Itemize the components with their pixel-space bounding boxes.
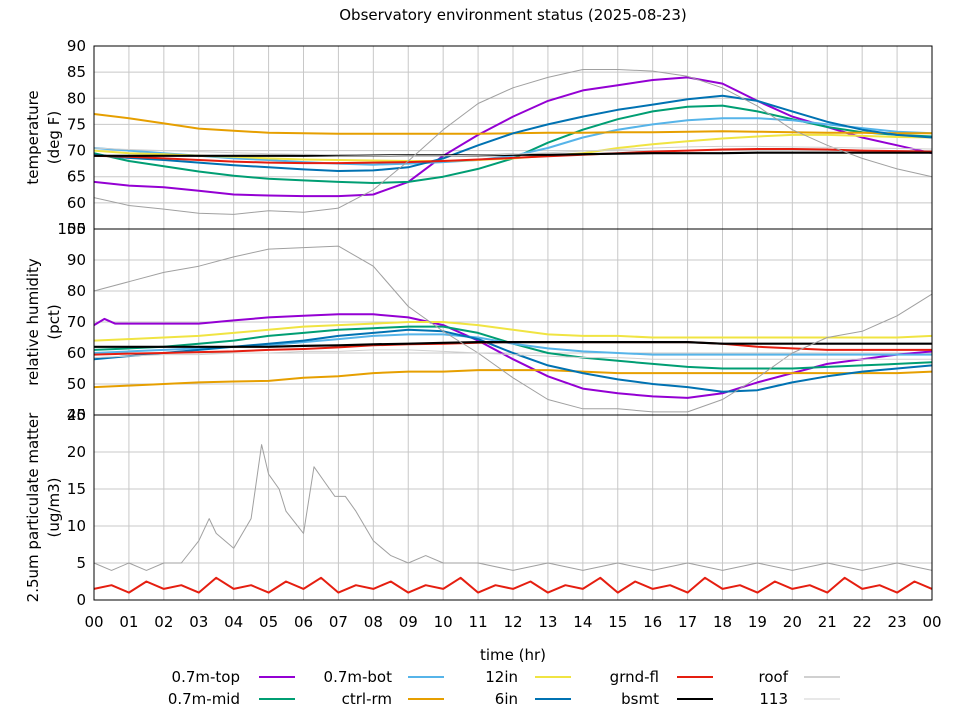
legend-item-ctrl-rm: ctrl-rm: [342, 690, 444, 708]
legend: 0.7m-top 0.7m-mid 0.7m-bot ctrl-rm 12in 6in gr…: [168, 668, 840, 708]
legend-item-roof: roof: [759, 668, 840, 686]
x-tick-label: 20: [783, 613, 802, 631]
panel-3-y-axis-label: 2.5um particulate matter (ug/m3): [24, 412, 63, 602]
panel-1-series-6in: [93, 94, 933, 172]
x-axis-label: time (hr): [480, 646, 546, 664]
panel-3-y-tick-label: 5: [76, 554, 86, 572]
legend-item-12in: 12in: [485, 668, 571, 686]
panel-2-y-tick-label: 100: [57, 220, 86, 238]
y-axis-label-line: 2.5um particulate matter: [24, 412, 42, 602]
panel-2-y-tick-label: 60: [67, 344, 86, 362]
panel-2-series-bsmt: [94, 341, 932, 348]
panel-3-frame: [93, 414, 933, 601]
panel-3-y-tick-label: 15: [67, 480, 86, 498]
panel-1-series-0-7m-top: [93, 76, 933, 198]
panel-1-y-tick-label: 85: [67, 63, 86, 81]
y-axis-label-line: relative humidity: [24, 258, 42, 386]
legend-label: bsmt: [621, 690, 659, 708]
legend-item-113: 113: [759, 690, 840, 708]
legend-item-grnd-fl: grnd-fl: [610, 668, 713, 686]
panel-3-y-tick-label: 10: [67, 517, 86, 535]
legend-label: 0.7m-mid: [168, 690, 240, 708]
panel-1-series-113: [93, 145, 933, 157]
panel-2-y-tick-label: 40: [67, 406, 86, 424]
y-axis-label-line: (ug/m3): [45, 478, 63, 538]
panel-2-y-tick-label: 70: [67, 313, 86, 331]
panel-2-series-ctrl-rm: [93, 369, 933, 389]
x-tick-label: 18: [713, 613, 732, 631]
panel-2-series-113: [93, 349, 932, 360]
x-tick-label: 06: [294, 613, 313, 631]
panel-2-series-12in: [93, 321, 933, 342]
panel-2-y-tick-label: 50: [67, 375, 86, 393]
x-tick-label: 22: [853, 613, 872, 631]
x-tick-label: 14: [573, 613, 592, 631]
legend-label: 113: [759, 690, 788, 708]
x-tick-label: 21: [818, 613, 837, 631]
panel-2-series-0-7m-top: [93, 313, 933, 399]
panel-1-y-tick-label: 65: [67, 168, 86, 186]
panel-3-series-grnd-fl: [93, 576, 933, 594]
x-tick-label: 05: [259, 613, 278, 631]
panel-3-series-roof: [93, 444, 933, 571]
x-tick-label: 10: [434, 613, 453, 631]
legend-item-0-7m-mid: 0.7m-mid: [168, 690, 295, 708]
legend-item-0-7m-top: 0.7m-top: [172, 668, 295, 686]
legend-label: ctrl-rm: [342, 690, 392, 708]
x-tick-label: 01: [119, 613, 138, 631]
panel-1-y-tick-label: 70: [67, 142, 86, 160]
legend-item-bsmt: bsmt: [621, 690, 713, 708]
panel-1-y-tick-label: 80: [67, 89, 86, 107]
panel-1-y-tick-label: 90: [67, 37, 86, 55]
y-axis-label-line: temperature: [24, 90, 42, 184]
panel-1-y-axis-label: temperature (deg F): [24, 90, 63, 184]
panel-2-y-axis-label: relative humidity (pct): [24, 258, 63, 386]
legend-item-6in: 6in: [495, 690, 571, 708]
panel-3-y-tick-label: 0: [76, 591, 86, 609]
x-tick-label: 04: [224, 613, 243, 631]
panel-1-y-tick-label: 75: [67, 115, 86, 133]
x-tick-label: 13: [538, 613, 557, 631]
legend-label: roof: [759, 668, 789, 686]
x-tick-label: 11: [469, 613, 488, 631]
chart-title: Observatory environment status (2025-08-…: [339, 6, 687, 24]
x-tick-label: 02: [154, 613, 173, 631]
x-tick-label: 19: [748, 613, 767, 631]
legend-label: 0.7m-bot: [324, 668, 393, 686]
x-tick-label: 15: [608, 613, 627, 631]
x-tick-label: 07: [329, 613, 348, 631]
panel-2-y-tick-label: 80: [67, 282, 86, 300]
x-tick-label: 08: [364, 613, 383, 631]
legend-label: 6in: [495, 690, 518, 708]
panel-2-y-tick-label: 90: [67, 251, 86, 269]
y-axis-label-line: (pct): [45, 304, 63, 339]
x-tick-label: 12: [503, 613, 522, 631]
x-tick-label: 16: [643, 613, 662, 631]
x-tick-label: 03: [189, 613, 208, 631]
x-tick-label: 23: [888, 613, 907, 631]
panel-1-y-tick-label: 55: [67, 220, 86, 238]
legend-label: grnd-fl: [610, 668, 659, 686]
x-tick-label: 00: [84, 613, 103, 631]
legend-label: 0.7m-top: [172, 668, 240, 686]
panel-3-y-tick-label: 25: [67, 406, 86, 424]
legend-item-0-7m-bot: 0.7m-bot: [324, 668, 444, 686]
frame-layer: [93, 45, 933, 601]
panel-2-series-roof: [93, 245, 933, 413]
panel-1-series-bsmt: [94, 151, 932, 157]
y-axis-label-line: (deg F): [45, 111, 63, 164]
legend-label: 12in: [485, 668, 518, 686]
x-tick-label: 09: [399, 613, 418, 631]
panel-3-y-tick-label: 20: [67, 443, 86, 461]
panel-1-y-tick-label: 60: [67, 194, 86, 212]
x-tick-label: 00: [922, 613, 941, 631]
series-layer: [93, 69, 933, 594]
panel-1-series-roof: [93, 69, 933, 215]
panel-1-series-grnd-fl: [93, 148, 933, 165]
x-tick-label: 17: [678, 613, 697, 631]
